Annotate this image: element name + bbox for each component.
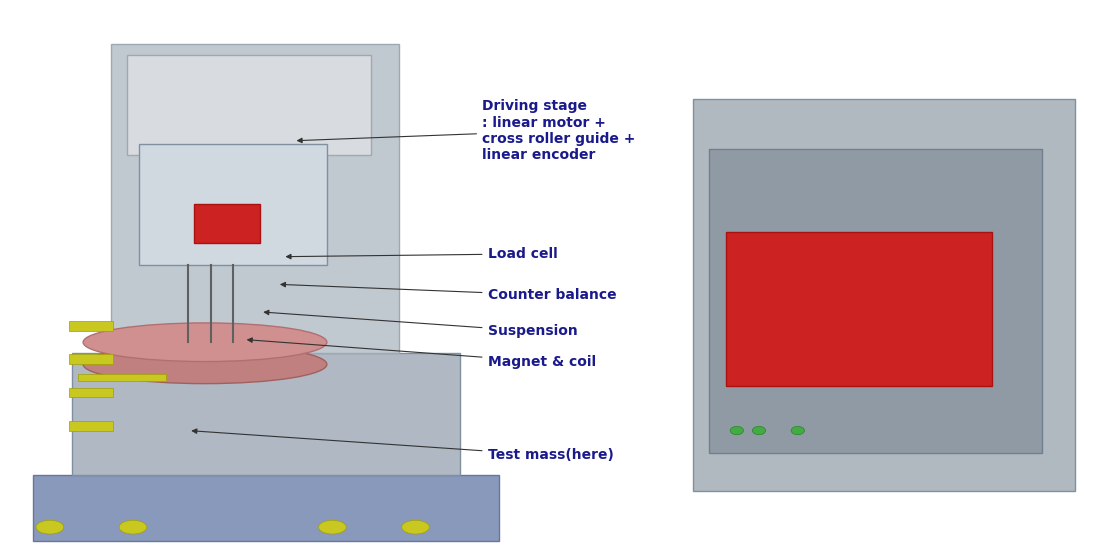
- FancyBboxPatch shape: [69, 321, 113, 331]
- Text: Counter balance: Counter balance: [281, 283, 616, 302]
- Ellipse shape: [120, 520, 146, 534]
- Ellipse shape: [752, 426, 766, 435]
- FancyBboxPatch shape: [692, 99, 1075, 491]
- Text: Test mass(here): Test mass(here): [193, 429, 614, 463]
- Ellipse shape: [83, 323, 327, 362]
- FancyBboxPatch shape: [11, 11, 632, 546]
- FancyBboxPatch shape: [194, 204, 260, 243]
- Ellipse shape: [791, 426, 804, 435]
- FancyBboxPatch shape: [111, 44, 399, 353]
- FancyBboxPatch shape: [33, 475, 499, 541]
- FancyBboxPatch shape: [709, 149, 1042, 453]
- Ellipse shape: [401, 520, 430, 534]
- FancyBboxPatch shape: [69, 388, 113, 397]
- Text: Magnet & coil: Magnet & coil: [248, 338, 596, 369]
- Ellipse shape: [83, 345, 327, 384]
- FancyBboxPatch shape: [69, 421, 113, 431]
- Text: Suspension: Suspension: [265, 310, 577, 338]
- FancyBboxPatch shape: [78, 374, 166, 381]
- Ellipse shape: [35, 520, 64, 534]
- Text: Driving stage
: linear motor +
cross roller guide +
linear encoder: Driving stage : linear motor + cross rol…: [298, 99, 635, 162]
- Ellipse shape: [730, 426, 743, 435]
- FancyBboxPatch shape: [69, 354, 113, 364]
- FancyBboxPatch shape: [138, 144, 327, 265]
- FancyBboxPatch shape: [72, 353, 460, 475]
- FancyBboxPatch shape: [127, 55, 371, 155]
- FancyBboxPatch shape: [726, 232, 992, 386]
- Text: Load cell: Load cell: [287, 247, 557, 261]
- FancyBboxPatch shape: [665, 66, 1086, 508]
- Ellipse shape: [319, 520, 346, 534]
